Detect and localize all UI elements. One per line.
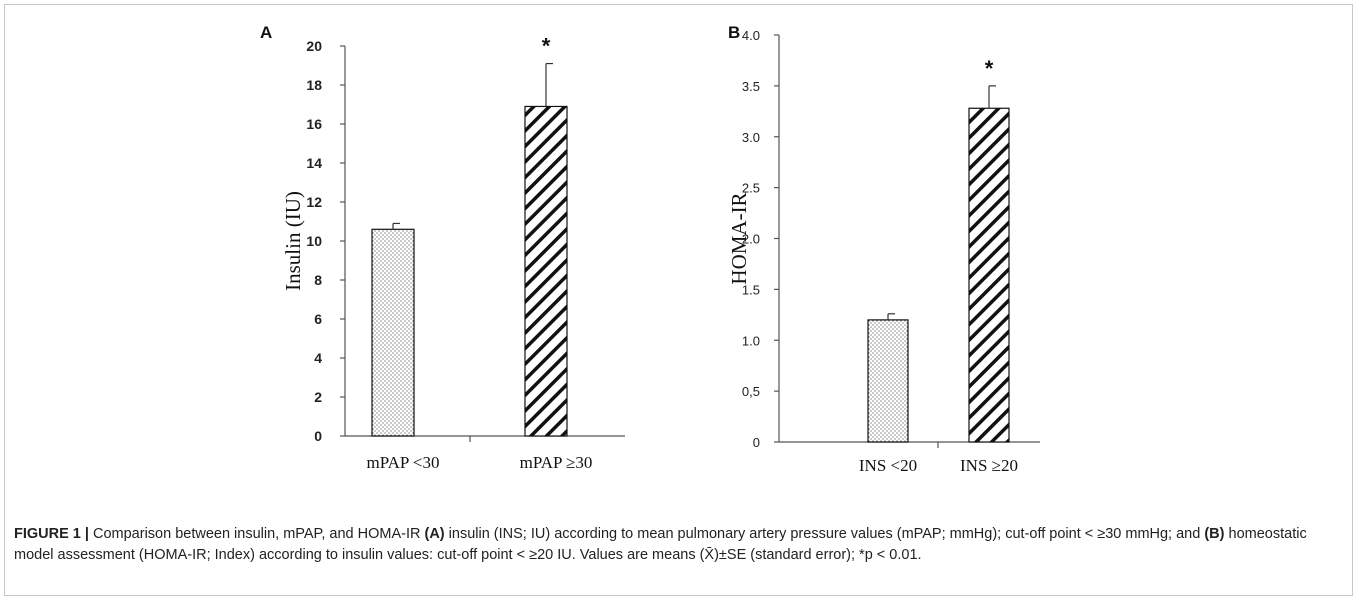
x-category-label: INS ≥20 (960, 456, 1018, 475)
y-tick-label: 2.0 (742, 232, 760, 247)
x-category-label: mPAP ≥30 (520, 453, 593, 472)
y-tick-label: 0,5 (742, 384, 760, 399)
y-tick-label: 4 (314, 350, 322, 366)
y-tick-label: 2.5 (742, 181, 760, 196)
significance-marker: * (542, 34, 551, 59)
y-tick-label: 1.5 (742, 282, 760, 297)
y-tick-label: 2 (314, 389, 322, 405)
y-tick-label: 6 (314, 311, 322, 327)
y-tick-label: 20 (306, 38, 322, 54)
bar-2 (524, 105, 568, 437)
figure-frame (4, 4, 1353, 596)
y-tick-label: 18 (306, 77, 322, 93)
panel-b-chart: B 0 0,5 1.0 1.5 2.0 2.5 3.0 3.5 4.0 HOMA-IR INS <20… (727, 23, 1040, 475)
y-tick-label: 16 (306, 116, 322, 132)
caption-text-2: insulin (INS; IU) according to mean pulm… (444, 526, 1205, 542)
caption-text-3: homeostatic model assessment (HOMA-IR; I… (14, 526, 1307, 563)
y-tick-label: 3.0 (742, 130, 760, 145)
bar-2 (968, 107, 1010, 443)
y-tick-label: 3.5 (742, 79, 760, 94)
figure-charts: A 0 2 4 6 8 10 12 14 16 18 20 Insulin (IU) mPAP <30 * m… (260, 23, 1040, 475)
panel-a-chart: A 0 2 4 6 8 10 12 14 16 18 20 Insulin (IU) mPAP <30 * m… (260, 23, 625, 472)
y-tick-label: 10 (306, 233, 322, 249)
y-axis-title: HOMA-IR (727, 192, 751, 284)
significance-marker: * (985, 56, 994, 81)
panel-label-a: A (260, 23, 272, 42)
bar-1 (867, 319, 909, 443)
y-tick-label: 4.0 (742, 28, 760, 43)
y-tick-label: 0 (314, 428, 322, 444)
figure-caption: FIGURE 1 | Comparison between insulin, m… (14, 524, 1344, 566)
y-axis-title: Insulin (IU) (281, 191, 305, 291)
y-tick-label: 14 (306, 155, 322, 171)
x-category-label: mPAP <30 (366, 453, 439, 472)
x-category-label: INS <20 (859, 456, 917, 475)
y-tick-label: 0 (753, 435, 760, 450)
caption-panel-a-ref: (A) (424, 526, 445, 542)
caption-text-1: Comparison between insulin, mPAP, and HO… (88, 526, 425, 542)
y-tick-label: 12 (306, 194, 322, 210)
y-tick-label: 8 (314, 272, 322, 288)
panel-label-b: B (728, 23, 740, 42)
caption-label: FIGURE 1 | (14, 526, 89, 542)
bar-1 (371, 228, 415, 437)
caption-panel-b-ref: (B) (1204, 526, 1225, 542)
y-tick-label: 1.0 (742, 333, 760, 348)
